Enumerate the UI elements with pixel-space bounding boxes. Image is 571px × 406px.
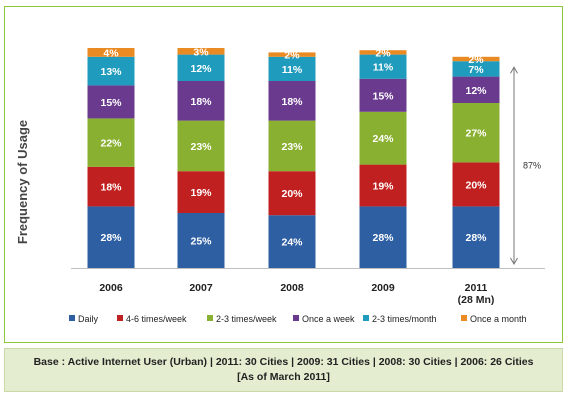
data-label-once-a-week-2008: 18% <box>281 96 303 108</box>
data-label-once-a-week-2009: 15% <box>372 90 394 102</box>
footer-base-line: Base : Active Internet User (Urban) | 20… <box>33 356 534 368</box>
data-label-2-3-times-week-2009: 24% <box>372 133 394 145</box>
data-label-4-6-times-week-2011: 20% <box>465 179 487 191</box>
data-label-4-6-times-week-2006: 18% <box>100 182 122 194</box>
annotation-arrow-head-top <box>510 66 518 74</box>
x-tick-sublabel-2011: (28 Mn) <box>458 294 495 306</box>
data-label-2-3-times-month-2011: 7% <box>468 64 484 76</box>
bar-once-a-week-2008 <box>268 81 316 121</box>
bar-4-6-times-week-2011 <box>452 162 500 207</box>
data-label-once-a-week-2011: 12% <box>465 85 487 97</box>
bar-2-3-times-week-2008 <box>268 120 316 172</box>
legend-swatch-once-a-week <box>293 315 299 321</box>
bar-daily-2006 <box>87 206 135 268</box>
bar-once-a-month-2006 <box>87 48 135 57</box>
legend-label-2-3-times-month: 2-3 times/month <box>372 314 437 324</box>
bar-once-a-week-2007 <box>177 81 225 121</box>
bar-2-3-times-week-2011 <box>452 103 500 163</box>
data-label-daily-2008: 24% <box>281 237 303 249</box>
footer-date-line: [As of March 2011] <box>237 371 330 383</box>
bar-once-a-month-2007 <box>177 48 225 55</box>
bar-4-6-times-week-2007 <box>177 171 225 213</box>
data-label-2-3-times-week-2011: 27% <box>465 128 487 140</box>
x-tick-label-2006: 2006 <box>99 282 123 294</box>
data-label-4-6-times-week-2009: 19% <box>372 181 394 193</box>
data-label-daily-2007: 25% <box>190 236 212 248</box>
data-label-once-a-month-2007: 3% <box>193 46 209 58</box>
bar-2-3-times-week-2006 <box>87 118 135 167</box>
annotation-arrow-head-bottom <box>510 257 518 265</box>
data-label-2-3-times-month-2006: 13% <box>100 66 122 78</box>
data-label-daily-2006: 28% <box>100 232 122 244</box>
data-label-2-3-times-week-2006: 22% <box>100 138 122 150</box>
legend-swatch-2-3-times-month <box>363 315 369 321</box>
data-label-4-6-times-week-2008: 20% <box>281 188 303 200</box>
legend-swatch-2-3-times-week <box>207 315 213 321</box>
bar-2-3-times-month-2007 <box>177 54 225 81</box>
data-label-once-a-week-2007: 18% <box>190 96 212 108</box>
y-axis-title: Frequency of Usage <box>15 120 30 244</box>
legend-label-daily: Daily <box>78 314 99 324</box>
bar-4-6-times-week-2006 <box>87 166 135 207</box>
data-label-2-3-times-month-2007: 12% <box>190 63 212 75</box>
annotation-label: 87% <box>523 161 541 171</box>
data-label-once-a-month-2009: 2% <box>375 47 391 59</box>
chart-frame: Frequency of Usage 28% 18% 22% 15% 13% 4% 2006 2… <box>4 6 563 343</box>
legend-swatch-once-a-month <box>461 315 467 321</box>
data-label-once-a-week-2006: 15% <box>100 97 122 109</box>
bar-once-a-week-2009 <box>359 78 407 112</box>
data-label-once-a-month-2011: 2% <box>468 54 484 66</box>
data-label-2-3-times-month-2009: 11% <box>373 62 394 74</box>
bar-daily-2009 <box>359 206 407 268</box>
legend-label-once-a-week: Once a week <box>302 314 355 324</box>
data-label-daily-2009: 28% <box>372 232 394 244</box>
bar-daily-2011 <box>452 206 500 268</box>
bar-2-3-times-week-2007 <box>177 120 225 172</box>
bar-daily-2007 <box>177 213 225 268</box>
bar-daily-2008 <box>268 215 316 268</box>
bar-2-3-times-month-2009 <box>359 54 407 79</box>
x-tick-label-2008: 2008 <box>280 282 304 294</box>
bar-once-a-week-2006 <box>87 85 135 119</box>
legend-label-once-a-month: Once a month <box>470 314 527 324</box>
bar-once-a-month-2008 <box>268 52 316 57</box>
legend-swatch-4-6-times-week <box>117 315 123 321</box>
data-label-2-3-times-week-2008: 23% <box>281 141 303 153</box>
bar-once-a-month-2009 <box>359 50 407 55</box>
bar-4-6-times-week-2009 <box>359 164 407 207</box>
legend-label-2-3-times-week: 2-3 times/week <box>216 314 277 324</box>
x-tick-label-2009: 2009 <box>371 282 395 294</box>
bar-4-6-times-week-2008 <box>268 171 316 216</box>
bar-2-3-times-month-2008 <box>268 56 316 81</box>
bar-2-3-times-week-2009 <box>359 111 407 165</box>
data-label-daily-2011: 28% <box>465 232 487 244</box>
legend-swatch-daily <box>69 315 75 321</box>
x-tick-label-2007: 2007 <box>189 282 213 294</box>
bar-2-3-times-month-2011 <box>452 61 500 77</box>
data-label-2-3-times-week-2007: 23% <box>190 141 212 153</box>
x-tick-label-2011: 2011 <box>465 282 488 294</box>
bar-2-3-times-month-2006 <box>87 56 135 86</box>
data-label-4-6-times-week-2007: 19% <box>190 187 212 199</box>
footer-note: Base : Active Internet User (Urban) | 20… <box>4 348 563 392</box>
stacked-bar-chart: Frequency of Usage 28% 18% 22% 15% 13% 4% 2006 2… <box>15 46 545 324</box>
bar-once-a-month-2011 <box>452 56 500 62</box>
data-label-2-3-times-month-2008: 11% <box>282 64 303 76</box>
data-label-once-a-month-2008: 2% <box>284 50 300 62</box>
bar-once-a-week-2011 <box>452 76 500 103</box>
legend-label-4-6-times-week: 4-6 times/week <box>126 314 187 324</box>
data-label-once-a-month-2006: 4% <box>103 47 119 59</box>
